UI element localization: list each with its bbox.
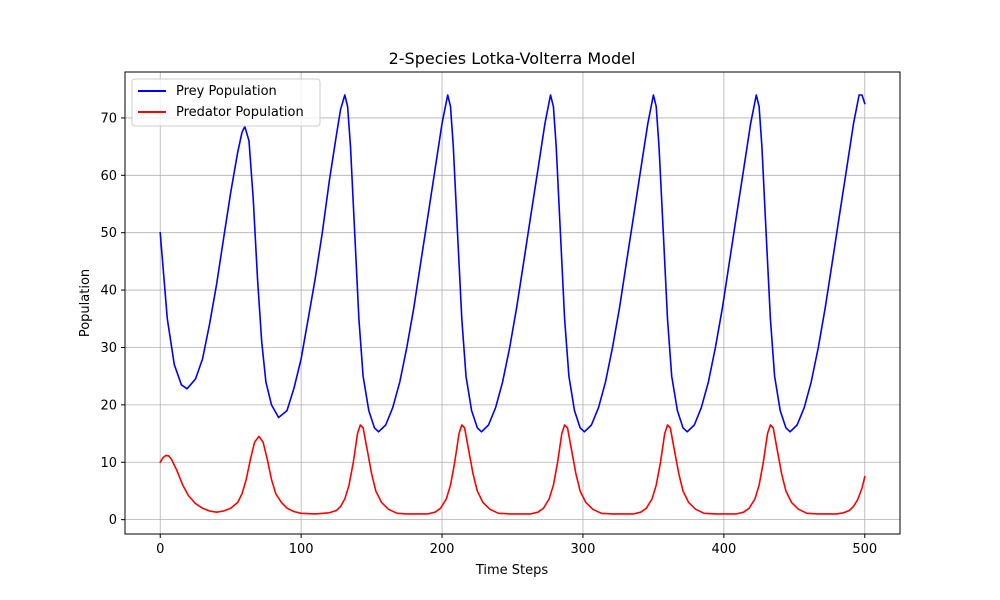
y-tick-label: 70 — [100, 111, 117, 126]
x-tick-label: 200 — [430, 542, 455, 557]
legend-label-predator: Predator Population — [176, 105, 304, 120]
chart-title: 2-Species Lotka-Volterra Model — [389, 49, 636, 68]
legend-label-prey: Prey Population — [176, 84, 277, 99]
x-tick-label: 500 — [852, 542, 877, 557]
x-tick-label: 300 — [571, 542, 596, 557]
y-tick-label: 50 — [100, 226, 117, 241]
plot-frame — [124, 71, 901, 535]
y-axis-label: Population — [78, 269, 93, 337]
legend: Prey Population Predator Population — [131, 78, 321, 127]
series-line-predator — [159, 424, 866, 515]
y-tick-label: 40 — [100, 284, 117, 299]
x-tick-label: 0 — [156, 542, 164, 557]
ticks: 0 100 200 300 400 500 0 10 20 30 40 50 60 70 — [100, 111, 877, 557]
y-tick-label: 10 — [100, 456, 117, 471]
y-tick-label: 20 — [100, 398, 117, 413]
x-tick-label: 100 — [289, 542, 314, 557]
grid — [125, 72, 900, 534]
x-tick-label: 400 — [711, 542, 736, 557]
legend-box — [131, 78, 321, 127]
series-line-prey — [159, 94, 866, 433]
x-axis-label: Time Steps — [475, 563, 549, 578]
y-tick-label: 60 — [100, 169, 117, 184]
series-lines — [159, 94, 866, 515]
y-tick-label: 30 — [100, 341, 117, 356]
y-tick-label: 0 — [109, 513, 117, 528]
